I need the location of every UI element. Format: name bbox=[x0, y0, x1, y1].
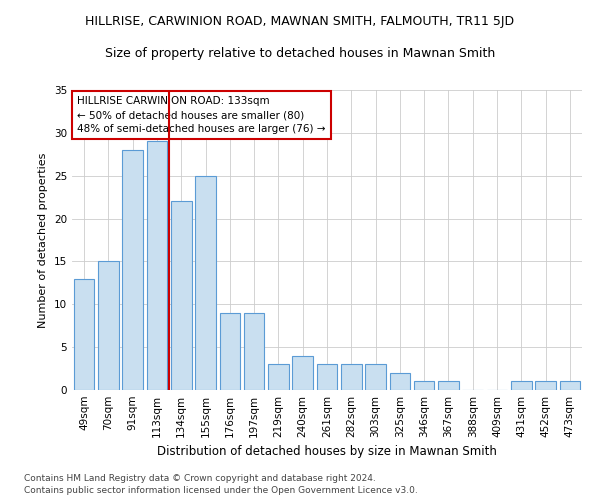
Bar bbox=[317, 364, 337, 390]
Text: Size of property relative to detached houses in Mawnan Smith: Size of property relative to detached ho… bbox=[105, 48, 495, 60]
Bar bbox=[535, 382, 556, 390]
Bar bbox=[74, 278, 94, 390]
Bar bbox=[292, 356, 313, 390]
Bar bbox=[414, 382, 434, 390]
X-axis label: Distribution of detached houses by size in Mawnan Smith: Distribution of detached houses by size … bbox=[157, 446, 497, 458]
Bar bbox=[122, 150, 143, 390]
Bar bbox=[244, 313, 265, 390]
Y-axis label: Number of detached properties: Number of detached properties bbox=[38, 152, 49, 328]
Bar bbox=[98, 262, 119, 390]
Bar bbox=[220, 313, 240, 390]
Bar bbox=[389, 373, 410, 390]
Bar bbox=[511, 382, 532, 390]
Bar bbox=[438, 382, 459, 390]
Bar bbox=[195, 176, 216, 390]
Text: HILLRISE CARWINION ROAD: 133sqm
← 50% of detached houses are smaller (80)
48% of: HILLRISE CARWINION ROAD: 133sqm ← 50% of… bbox=[77, 96, 326, 134]
Bar bbox=[268, 364, 289, 390]
Text: Contains HM Land Registry data © Crown copyright and database right 2024.
Contai: Contains HM Land Registry data © Crown c… bbox=[24, 474, 418, 495]
Bar bbox=[560, 382, 580, 390]
Bar bbox=[171, 202, 191, 390]
Bar bbox=[146, 142, 167, 390]
Bar bbox=[365, 364, 386, 390]
Text: HILLRISE, CARWINION ROAD, MAWNAN SMITH, FALMOUTH, TR11 5JD: HILLRISE, CARWINION ROAD, MAWNAN SMITH, … bbox=[85, 15, 515, 28]
Bar bbox=[341, 364, 362, 390]
